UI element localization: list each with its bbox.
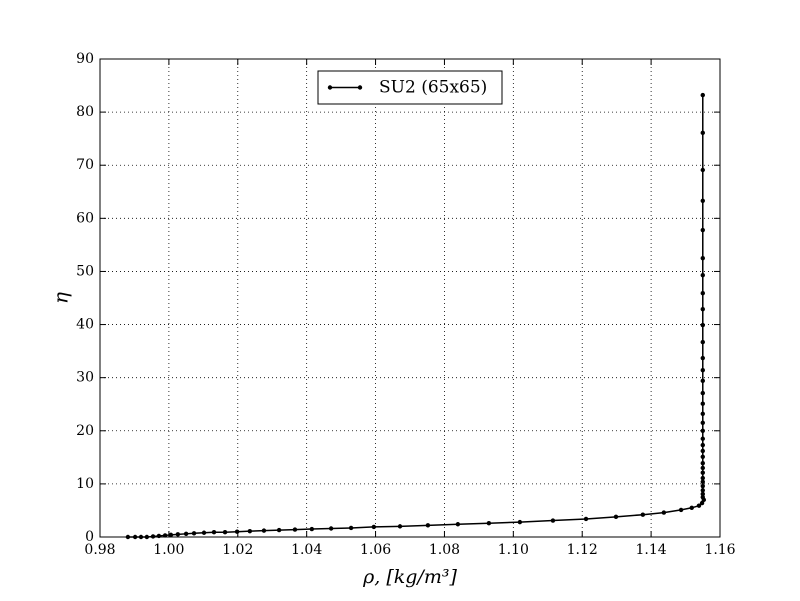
data-point xyxy=(425,523,431,528)
data-point xyxy=(183,531,189,537)
y-tick-label: 70 xyxy=(76,157,94,173)
data-point xyxy=(700,355,705,361)
x-tick-label: 1.04 xyxy=(291,542,322,558)
data-point xyxy=(162,533,168,538)
data-point xyxy=(175,532,181,537)
data-point xyxy=(168,532,174,538)
x-tick-label: 1.12 xyxy=(567,542,598,558)
data-point xyxy=(700,494,705,500)
plot-frame xyxy=(99,58,721,538)
data-point xyxy=(689,505,694,510)
data-point xyxy=(696,503,702,508)
data-point xyxy=(201,530,207,535)
data-point xyxy=(700,491,705,497)
data-point xyxy=(700,454,705,460)
y-tick-label: 50 xyxy=(76,263,94,279)
data-point xyxy=(700,291,705,296)
data-point xyxy=(700,448,705,454)
data-point xyxy=(700,475,705,481)
data-point xyxy=(550,518,556,523)
data-point xyxy=(700,368,705,373)
data-point xyxy=(640,512,646,517)
data-point xyxy=(613,514,619,520)
data-point xyxy=(700,198,705,204)
x-tick-label: 1.06 xyxy=(360,542,391,558)
data-point xyxy=(700,442,705,448)
data-point xyxy=(261,528,267,533)
y-tick-label: 80 xyxy=(76,104,94,120)
y-tick-label: 90 xyxy=(76,51,94,67)
data-point xyxy=(700,255,705,261)
legend-swatch xyxy=(357,85,363,90)
data-point xyxy=(700,378,705,384)
data-point xyxy=(700,479,705,484)
data-point xyxy=(700,92,705,98)
data-point xyxy=(222,530,228,535)
data-point xyxy=(132,534,138,540)
x-tick-label: 1.10 xyxy=(498,542,529,558)
y-tick-label: 10 xyxy=(76,476,94,492)
data-point xyxy=(371,524,377,530)
data-point xyxy=(700,227,705,233)
y-tick-label: 60 xyxy=(76,210,94,226)
data-point xyxy=(700,322,705,328)
data-point xyxy=(455,522,461,527)
y-tick-label: 40 xyxy=(76,317,94,333)
data-point xyxy=(348,525,354,531)
data-point xyxy=(156,533,162,539)
legend-swatch xyxy=(327,85,333,90)
x-tick-label: 1.08 xyxy=(429,542,460,558)
data-point xyxy=(247,528,253,534)
legend-label: SU2 (65x65) xyxy=(379,78,487,98)
data-point xyxy=(700,465,705,471)
data-point xyxy=(700,339,705,345)
data-point xyxy=(700,436,705,441)
data-point xyxy=(700,470,705,475)
data-point xyxy=(700,272,705,278)
data-line xyxy=(127,95,705,538)
x-tick-label: 1.02 xyxy=(222,542,253,558)
data-point xyxy=(700,428,705,433)
data-point xyxy=(700,306,705,312)
data-point xyxy=(397,524,403,529)
data-point xyxy=(700,420,705,426)
data-point xyxy=(700,411,705,416)
data-point xyxy=(661,510,667,515)
data-point xyxy=(700,488,705,493)
data-point xyxy=(486,520,492,526)
data-point xyxy=(144,534,150,540)
data-point xyxy=(583,516,589,522)
y-tick-label: 30 xyxy=(76,370,94,386)
data-point xyxy=(234,529,240,534)
x-tick-label: 1.00 xyxy=(153,542,184,558)
data-point xyxy=(678,507,684,513)
x-tick-label: 1.14 xyxy=(636,542,667,558)
data-point xyxy=(700,130,705,136)
data-point xyxy=(700,390,705,396)
data-point xyxy=(309,526,315,532)
x-tick-label: 1.16 xyxy=(704,542,735,558)
data-point xyxy=(150,534,156,539)
data-point xyxy=(138,534,144,540)
data-point xyxy=(276,527,282,533)
x-axis-label: ρ, [kg/m³] xyxy=(362,566,457,588)
data-point xyxy=(292,527,298,532)
x-tick-label: 0.98 xyxy=(84,542,115,558)
data-point xyxy=(700,483,705,489)
data-point xyxy=(125,534,131,540)
data-point xyxy=(328,526,334,531)
y-axis-label: η xyxy=(49,292,73,304)
data-point xyxy=(700,460,705,466)
y-tick-label: 0 xyxy=(85,529,94,545)
data-point xyxy=(211,530,217,535)
data-point xyxy=(191,531,197,536)
data-point xyxy=(700,401,705,406)
y-tick-label: 20 xyxy=(76,423,94,439)
data-point xyxy=(517,519,523,525)
data-point xyxy=(700,167,705,173)
